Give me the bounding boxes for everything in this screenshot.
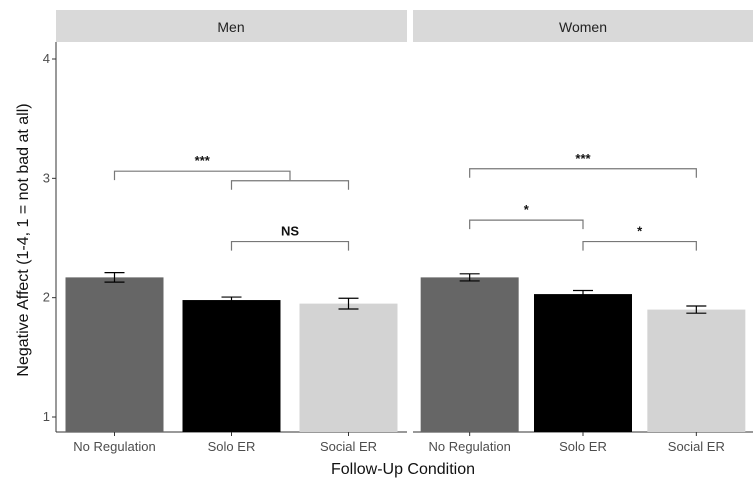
bar-women-0 xyxy=(420,277,519,432)
sig-bracket-women-0 xyxy=(469,168,697,178)
sig-bracket-women-1 xyxy=(469,219,584,230)
strip-label-women: Women xyxy=(559,19,607,35)
y-tick-label-1: 1 xyxy=(43,409,50,424)
sig-label-women-1: * xyxy=(524,202,530,217)
sig-bracket-men-1 xyxy=(230,180,350,190)
x-tick-label-men-2: Social ER xyxy=(320,439,377,454)
strip-label-men: Men xyxy=(217,19,244,35)
y-tick-label-4: 4 xyxy=(43,51,50,66)
sig-label-men-0: *** xyxy=(195,153,211,168)
strip-men xyxy=(56,10,407,42)
bar-men-1 xyxy=(182,300,281,432)
sig-bracket-women-2 xyxy=(582,240,697,251)
bar-men-2 xyxy=(299,303,398,432)
bar-men-0 xyxy=(65,277,164,432)
bar-women-2 xyxy=(647,309,746,432)
y-axis-title: Negative Affect (1-4, 1 = not bad at all… xyxy=(15,103,32,376)
sig-bracket-men-0 xyxy=(113,170,291,181)
strip-women xyxy=(413,10,753,42)
x-tick-label-women-0: No Regulation xyxy=(428,439,510,454)
sig-label-women-0: *** xyxy=(575,151,591,166)
x-tick-label-men-0: No Regulation xyxy=(73,439,155,454)
x-tick-label-women-1: Solo ER xyxy=(559,439,607,454)
y-tick-label-3: 3 xyxy=(43,170,50,185)
x-axis-title: Follow-Up Condition xyxy=(331,461,475,478)
bar-women-1 xyxy=(534,294,632,432)
sig-bracket-men-2 xyxy=(230,240,350,251)
sig-label-men-2: NS xyxy=(281,224,299,239)
x-tick-label-men-1: Solo ER xyxy=(208,439,256,454)
x-tick-label-women-2: Social ER xyxy=(668,439,725,454)
sig-label-women-2: * xyxy=(637,224,643,239)
y-tick-label-2: 2 xyxy=(43,290,50,305)
